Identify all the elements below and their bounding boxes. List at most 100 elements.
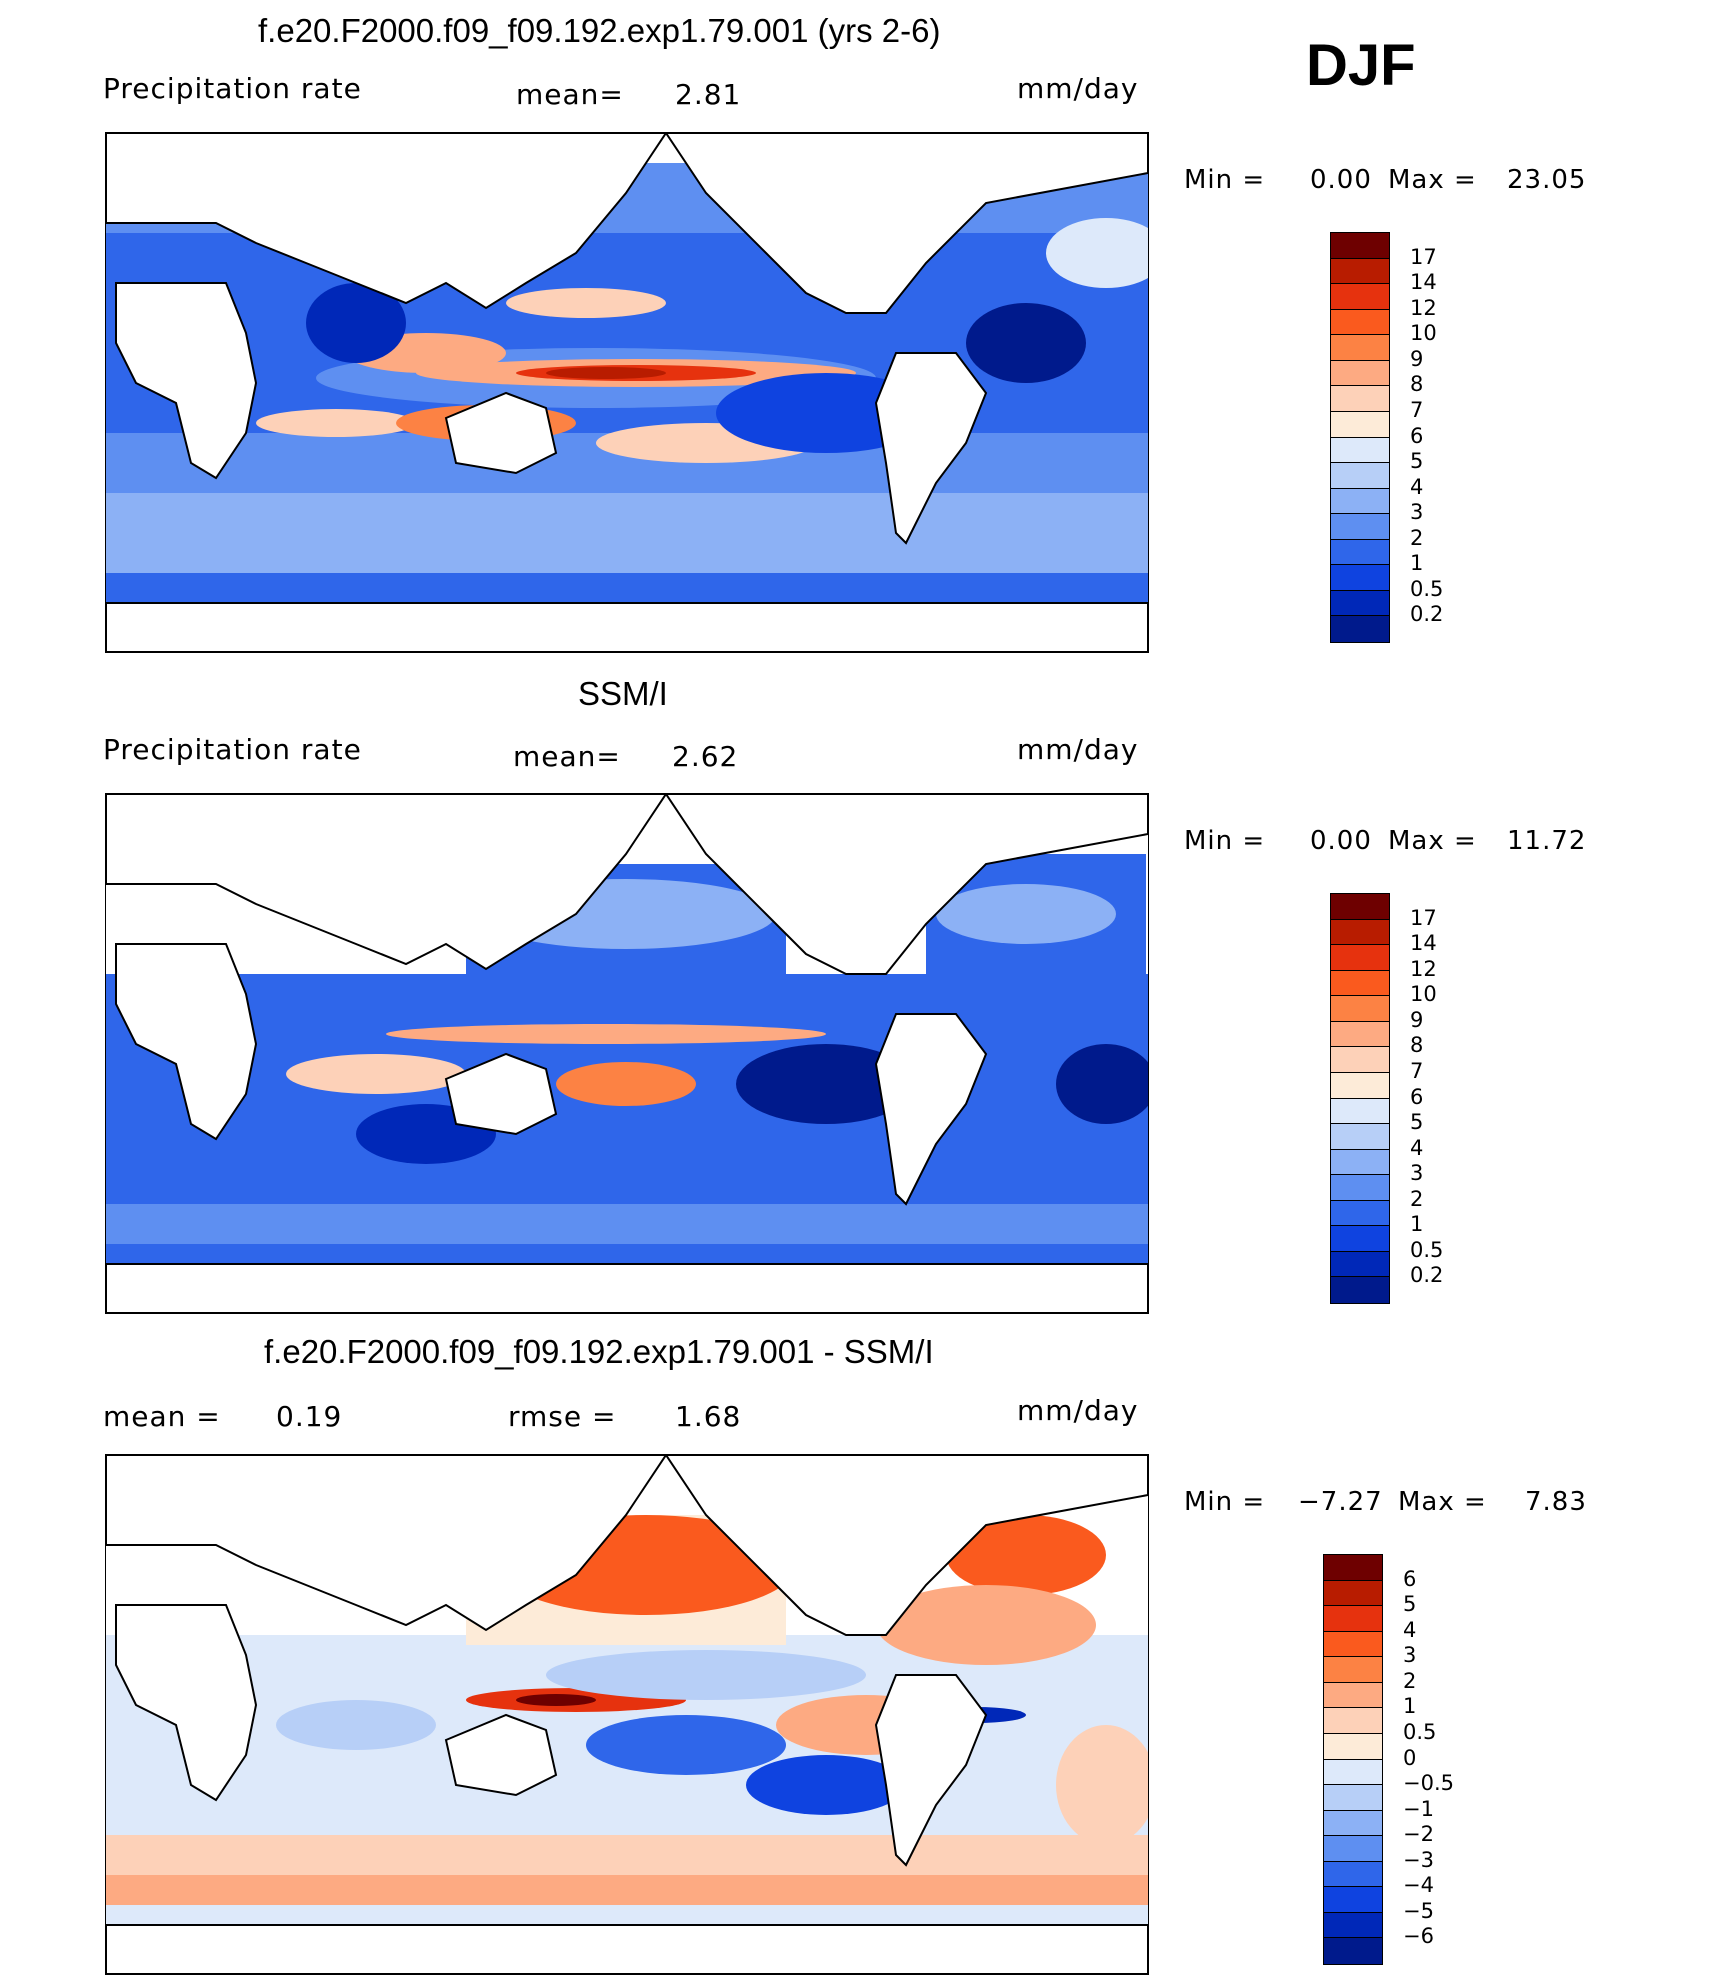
colorbar-segment [1331,233,1389,259]
colorbar-segment [1331,970,1389,997]
panel-diff-map [105,1454,1149,1975]
panel-obs-units: mm/day [1017,733,1139,766]
colorbar-tick-label: 10 [1410,982,1437,1007]
panel-diff-max-label: Max = [1398,1487,1487,1517]
panel-model-min-value: 0.00 [1310,165,1372,195]
land-south-america [874,352,988,545]
colorbar-tick-label: 0.5 [1403,1719,1437,1744]
land-antarctica [106,602,1148,652]
colorbar-segment [1331,945,1389,971]
colorbar-tick-label: 14 [1410,270,1437,295]
colorbar-tick-label: 0.2 [1410,1263,1444,1288]
panel-diff-min-label: Min = [1184,1487,1266,1517]
colorbar-tick-label: 17 [1410,244,1437,269]
panel-model-mean-label: mean= [516,78,624,111]
colorbar-segment [1331,1277,1389,1303]
colorbar-segment [1331,1072,1389,1099]
panel-model-field [106,133,1148,652]
colorbar-segment [1331,386,1389,412]
colorbar-segment [1324,1810,1382,1837]
colorbar-tick-label: 3 [1403,1643,1417,1668]
colorbar-tick-label: 4 [1410,474,1424,499]
colorbar-segment [1331,437,1389,464]
land-eurasia [106,133,668,310]
colorbar-tick-label: 1 [1410,551,1424,576]
colorbar-tick-label: 14 [1410,931,1437,956]
panel-obs-map [105,793,1149,1314]
colorbar-segment [1331,1149,1389,1176]
colorbar-tick-label: 6 [1410,1084,1424,1109]
colorbar-tick-label: 8 [1410,1033,1424,1058]
colorbar-segment [1331,1047,1389,1073]
colorbar-tick-label: 0.5 [1410,576,1444,601]
land-south-america [874,1013,988,1206]
land-africa [115,282,258,480]
colorbar-segment [1324,1657,1382,1683]
colorbar-segment [1324,1759,1382,1786]
panel-diff-rmse-value: 1.68 [675,1400,742,1433]
land-eurasia [106,1455,668,1632]
panel-model-mean-value: 2.81 [675,78,742,111]
colorbar-segment [1324,1861,1382,1888]
colorbar-tick-label: 2 [1403,1668,1417,1693]
colorbar-tick-label: 2 [1410,525,1424,550]
colorbar-segment [1331,1251,1389,1278]
colorbar-tick-label: 5 [1410,449,1424,474]
colorbar-tick-label: 8 [1410,372,1424,397]
panel-diff-title: f.e20.F2000.f09_f09.192.exp1.79.001 - SS… [264,1333,934,1370]
colorbar-segment [1331,335,1389,361]
colorbar-segment [1331,1021,1389,1048]
panel-model-colorbar [1330,232,1390,643]
colorbar-tick-label: −6 [1403,1924,1434,1949]
colorbar-tick-label: 2 [1410,1186,1424,1211]
panel-obs-title: SSM/I [578,675,668,712]
panel-diff-colorbar [1323,1554,1383,1965]
colorbar-tick-label: 5 [1410,1110,1424,1135]
colorbar-segment [1324,1785,1382,1811]
panel-diff-units: mm/day [1017,1394,1139,1427]
land-eurasia [106,794,668,971]
colorbar-segment [1331,894,1389,920]
land-antarctica [106,1263,1148,1313]
colorbar-tick-label: 0.5 [1410,1237,1444,1262]
colorbar-segment [1331,360,1389,387]
colorbar-segment [1331,590,1389,617]
colorbar-tick-label: 3 [1410,500,1424,525]
colorbar-tick-label: −1 [1403,1796,1434,1821]
colorbar-tick-label: 9 [1410,346,1424,371]
panel-obs-mean-label: mean= [513,740,621,773]
colorbar-segment [1324,1938,1382,1964]
colorbar-tick-label: 0.2 [1410,602,1444,627]
colorbar-tick-label: 4 [1403,1617,1417,1642]
colorbar-tick-label: 4 [1410,1135,1424,1160]
colorbar-segment [1324,1606,1382,1632]
colorbar-segment [1331,1226,1389,1252]
colorbar-segment [1324,1887,1382,1913]
panel-obs-field [106,794,1148,1313]
colorbar-tick-label: 1 [1410,1212,1424,1237]
colorbar-segment [1324,1555,1382,1581]
colorbar-segment [1331,996,1389,1022]
panel-obs-mean-value: 2.62 [672,740,739,773]
land-north-america [664,133,1148,314]
panel-model-max-label: Max = [1388,165,1477,195]
colorbar-segment [1331,411,1389,438]
colorbar-segment [1324,1836,1382,1862]
colorbar-tick-label: −3 [1403,1847,1434,1872]
panel-model-title: f.e20.F2000.f09_f09.192.exp1.79.001 (yrs… [258,12,941,49]
land-africa [115,943,258,1141]
land-australia [444,391,558,475]
colorbar-segment [1331,1175,1389,1201]
colorbar-segment [1324,1733,1382,1760]
colorbar-segment [1331,463,1389,489]
colorbar-tick-label: 12 [1410,295,1437,320]
panel-diff-mean-value: 0.19 [276,1400,343,1433]
colorbar-tick-label: 0 [1403,1745,1417,1770]
land-antarctica [106,1924,1148,1974]
panel-obs-max-value: 11.72 [1507,826,1587,856]
colorbar-tick-label: 1 [1403,1694,1417,1719]
land-australia [444,1713,558,1797]
panel-obs-max-label: Max = [1388,826,1477,856]
colorbar-segment [1331,616,1389,642]
colorbar-segment [1331,1098,1389,1125]
